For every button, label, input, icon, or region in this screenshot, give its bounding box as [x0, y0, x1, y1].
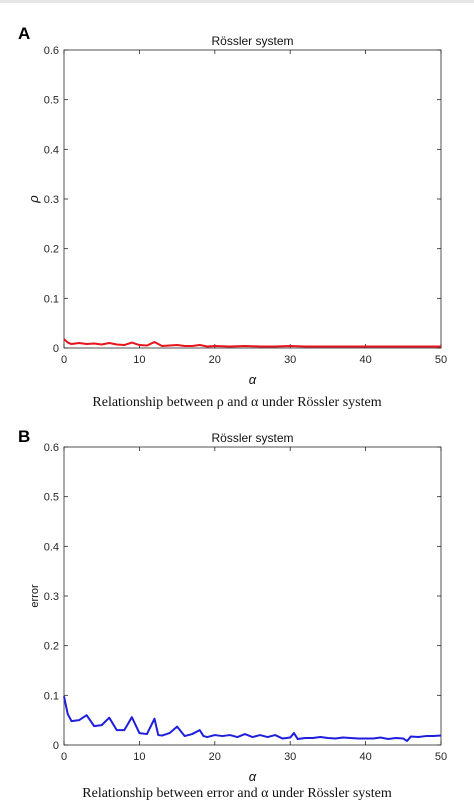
chart-b: 0 10 20 30 40 50 0 0.1 0.2 0.3 0.4 0.5 0.6 Rössler sy…	[29, 431, 447, 784]
x-tick-label: 40	[359, 354, 371, 366]
top-edge-line	[0, 0, 474, 3]
y-tick-label: 0.3	[44, 194, 59, 206]
chart-title: Rössler system	[211, 431, 293, 445]
plot-frame	[63, 49, 442, 349]
x-tick-label: 10	[133, 354, 145, 366]
x-tick-label: 0	[61, 354, 67, 366]
x-tick-label: 20	[209, 751, 221, 763]
x-tick-label: 30	[284, 354, 296, 366]
series-line	[63, 338, 441, 348]
series-line	[63, 696, 442, 743]
y-tick-label: 0.5	[44, 492, 59, 504]
caption-a: Relationship between ρ and α under Rössl…	[92, 395, 382, 410]
y-axis-label: error	[29, 584, 41, 608]
x-tick-label: 20	[209, 354, 221, 366]
y-tick-label: 0.2	[44, 641, 59, 653]
y-axis-label: ρ	[26, 195, 41, 204]
y-tick-label: 0.1	[44, 690, 59, 702]
y-tick-label: 0.5	[44, 95, 59, 107]
x-tick-label: 50	[435, 751, 447, 763]
x-tick-label: 40	[359, 751, 371, 763]
y-tick-label: 0.4	[44, 541, 59, 553]
x-axis-label: α	[249, 769, 257, 784]
y-tick-label: 0.3	[44, 591, 59, 603]
x-tick-label: 10	[133, 751, 145, 763]
x-tick-label: 0	[61, 751, 67, 763]
chart-a: 0 10 20 30 40 50 0 0.1 0.2 0.3 0.4 0.5 0.6 Rössler sy…	[26, 34, 447, 387]
y-tick-label: 0	[53, 740, 59, 752]
chart-title: Rössler system	[211, 34, 293, 48]
x-tick-label: 50	[435, 354, 447, 366]
y-tick-label: 0.2	[44, 244, 59, 256]
panel-label-b: B	[18, 427, 31, 446]
y-tick-label: 0.6	[44, 442, 59, 454]
y-tick-label: 0.1	[44, 293, 59, 305]
x-axis-label: α	[249, 372, 257, 387]
y-tick-label: 0.6	[44, 45, 59, 57]
y-tick-label: 0	[53, 343, 59, 355]
panel-label-a: A	[18, 24, 31, 43]
caption-b: Relationship between error and α under R…	[82, 786, 392, 801]
x-tick-label: 30	[284, 751, 296, 763]
plot-frame	[63, 446, 442, 746]
y-tick-label: 0.4	[44, 144, 59, 156]
